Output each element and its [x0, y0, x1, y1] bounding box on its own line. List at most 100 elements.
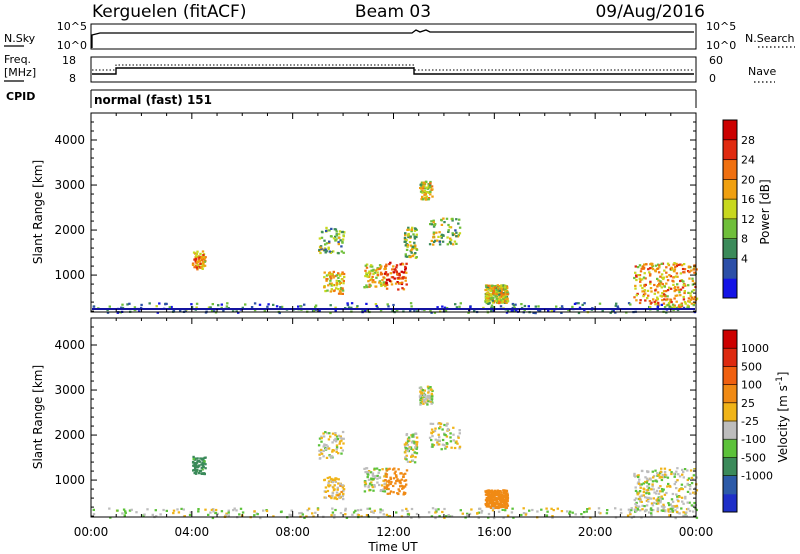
echo-cell	[673, 268, 677, 271]
echo-cell	[443, 306, 447, 309]
echo-cell	[324, 290, 327, 293]
echo-cell	[290, 514, 293, 517]
echo-cell	[386, 273, 390, 276]
echo-cell	[92, 513, 96, 516]
echo-cell	[399, 263, 402, 266]
echo-cell	[339, 446, 343, 449]
echo-cell	[634, 497, 638, 500]
echo-cell	[673, 290, 676, 293]
echo-cell	[451, 233, 455, 237]
echo-cell	[323, 247, 327, 250]
echo-cell	[414, 252, 417, 255]
echo-cell	[394, 482, 397, 485]
echo-cell	[502, 494, 505, 497]
echo-cell	[688, 509, 692, 513]
echo-cell	[581, 303, 584, 306]
echo-cell	[201, 468, 204, 471]
echo-cell	[551, 516, 554, 519]
echo-cell	[671, 500, 675, 503]
echo-cell	[335, 497, 339, 501]
echo-cell	[138, 310, 141, 313]
echo-cell	[641, 278, 644, 281]
echo-cell	[503, 286, 507, 289]
colorbar-tick-label: 20	[741, 173, 755, 186]
echo-cell	[395, 266, 398, 269]
echo-cell	[667, 264, 671, 267]
echo-cell	[673, 262, 676, 265]
echo-cell	[627, 302, 631, 305]
echo-cell	[327, 481, 330, 484]
colorbar-tick-label: -1000	[741, 470, 773, 483]
echo-cell	[658, 264, 661, 267]
echo-cell	[334, 437, 337, 440]
echo-cell	[499, 295, 502, 298]
power-echoes	[92, 180, 699, 315]
echo-cell	[449, 432, 452, 435]
echo-cell	[387, 481, 391, 484]
echo-cell	[451, 219, 454, 222]
colorbar-tick-label: 25	[741, 397, 755, 410]
echo-cell	[214, 511, 217, 515]
colorbar-segment	[723, 457, 737, 477]
echo-cell	[441, 510, 444, 514]
echo-cell	[431, 443, 434, 446]
echo-cell	[402, 473, 405, 476]
echo-cell	[368, 274, 371, 277]
echo-cell	[320, 247, 323, 250]
echo-cell	[430, 392, 433, 395]
echo-cell	[667, 482, 670, 486]
echo-cell	[527, 305, 530, 308]
echo-cell	[330, 514, 333, 517]
echo-cell	[634, 503, 637, 506]
echo-cell	[395, 264, 399, 267]
echo-cell	[330, 288, 333, 291]
echo-cell	[341, 287, 344, 290]
echo-cell	[656, 298, 659, 301]
echo-cell	[339, 512, 343, 515]
echo-cell	[400, 270, 403, 273]
echo-cell	[492, 290, 496, 293]
echo-cell	[659, 490, 662, 493]
echo-cell	[677, 288, 681, 292]
echo-cell	[653, 491, 656, 494]
echo-cell	[338, 290, 342, 293]
echo-cell	[360, 515, 363, 518]
echo-cell	[369, 471, 373, 474]
echo-cell	[669, 300, 672, 303]
echo-cell	[407, 255, 411, 258]
echo-cell	[687, 477, 691, 480]
echo-cell	[648, 492, 651, 495]
echo-cell	[669, 507, 672, 510]
echo-cell	[372, 489, 375, 492]
echo-cell	[395, 511, 398, 514]
echo-cell	[419, 402, 422, 405]
echo-cell	[325, 444, 328, 447]
echo-cell	[656, 305, 659, 309]
echo-cell	[468, 512, 472, 516]
echo-cell	[458, 218, 461, 221]
echo-cell	[203, 460, 206, 463]
echo-cell	[377, 516, 380, 519]
echo-cell	[674, 275, 678, 278]
echo-cell	[389, 272, 392, 275]
echo-cell	[496, 284, 499, 287]
echo-cell	[165, 302, 168, 305]
colorbar-segment	[723, 402, 737, 422]
echo-cell	[487, 512, 491, 516]
echo-cell	[638, 490, 642, 493]
echo-cell	[681, 488, 684, 491]
echo-cell	[494, 295, 497, 298]
echo-cell	[314, 305, 317, 309]
echo-cell	[500, 504, 504, 508]
echo-cell	[204, 508, 207, 511]
echo-cell	[128, 509, 132, 512]
echo-cell	[404, 479, 408, 482]
colorbar-segment	[723, 384, 737, 404]
echo-cell	[681, 267, 685, 271]
echo-cell	[670, 301, 673, 304]
echo-cell	[428, 185, 432, 188]
echo-cell	[390, 283, 394, 286]
echo-cell	[491, 502, 495, 506]
power-colorbar-label: Power [dB]	[758, 179, 772, 244]
echo-cell	[340, 437, 344, 440]
